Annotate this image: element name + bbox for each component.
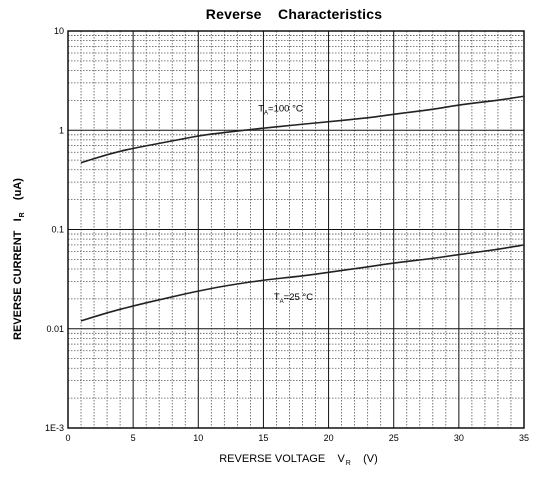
y-axis-symbol: I	[12, 218, 24, 222]
x-axis-subscript: R	[345, 460, 351, 467]
x-tick-label: 0	[65, 433, 70, 443]
series-label-0: TA=100 °C	[258, 103, 303, 116]
x-tick-label: 35	[519, 433, 529, 443]
x-axis-label: REVERSE VOLTAGE VR (V)	[0, 453, 533, 467]
y-tick-label: 1E-3	[45, 423, 64, 433]
series-label-1: TA=25 °C	[274, 292, 313, 305]
x-axis-unit: (V)	[363, 453, 378, 465]
x-axis-symbol: V	[337, 453, 345, 465]
y-tick-label: 0.1	[51, 225, 64, 235]
plot-frame	[67, 30, 525, 429]
x-tick-label: 30	[454, 433, 464, 443]
y-axis-label: REVERSE CURRENT IR (uA)	[12, 178, 26, 340]
y-tick-label: 1	[59, 125, 64, 135]
x-tick-label: 5	[131, 433, 136, 443]
x-axis-label-text: REVERSE VOLTAGE	[219, 453, 326, 465]
x-tick-label: 25	[389, 433, 399, 443]
y-tick-label: 10	[54, 26, 64, 36]
y-axis-unit: (uA)	[12, 178, 24, 201]
y-tick-label: 0.01	[46, 324, 64, 334]
series-line-1	[80, 244, 525, 322]
x-tick-label: 20	[324, 433, 334, 443]
series-line-0	[80, 95, 525, 164]
y-axis-subscript: R	[19, 212, 26, 218]
x-tick-label: 10	[193, 433, 203, 443]
y-axis-label-text: REVERSE CURRENT	[12, 230, 24, 340]
chart-title: Reverse Characteristics	[205, 6, 383, 22]
x-tick-label: 15	[258, 433, 268, 443]
